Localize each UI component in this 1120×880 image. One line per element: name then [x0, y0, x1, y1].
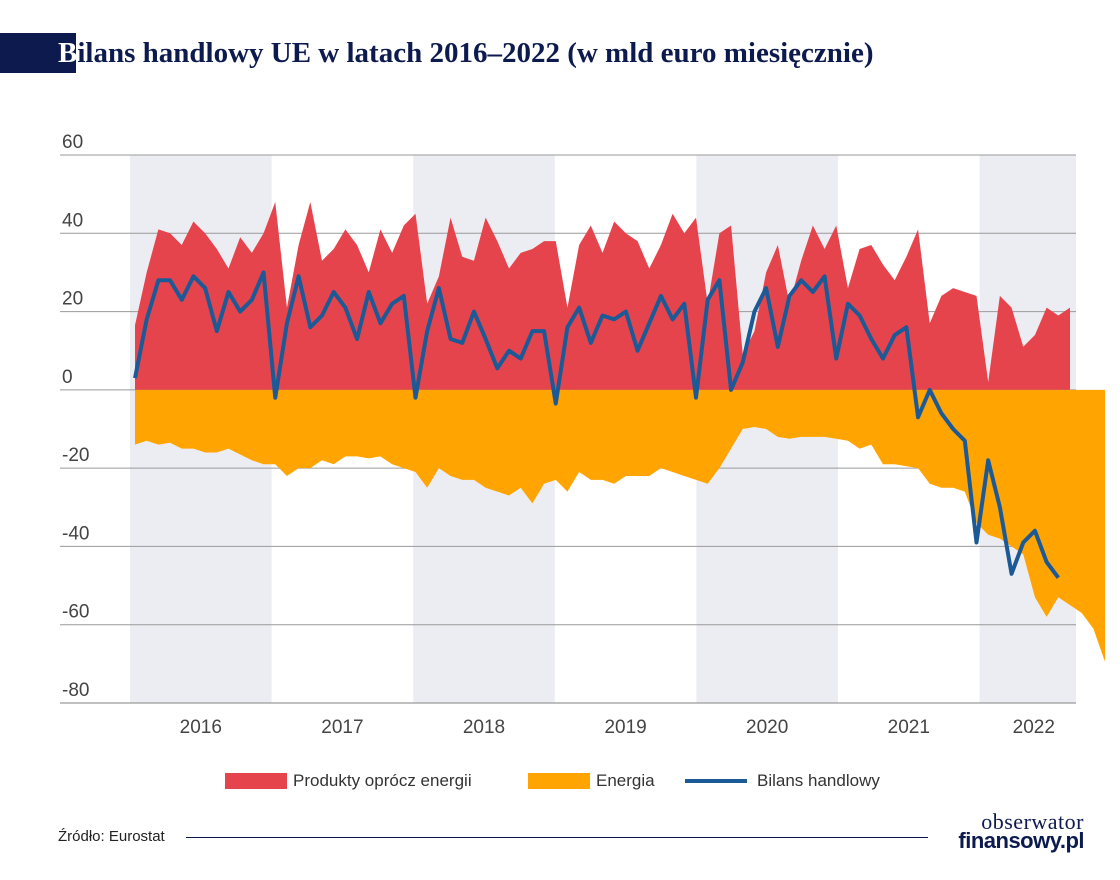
logo-line-1: obserwator [981, 809, 1084, 834]
legend-item-energy: Energia [528, 766, 655, 796]
title-accent-bar [0, 33, 76, 73]
x-tick-label-2017: 2017 [321, 717, 363, 738]
y-tick-label: -80 [62, 680, 89, 701]
legend-label-products: Produkty oprócz energii [293, 771, 472, 790]
x-tick-label-2021: 2021 [888, 717, 930, 738]
y-axis-ticks: 60 40 20 0 -20 -40 -60 -80 [62, 132, 89, 701]
y-tick-label: 0 [62, 367, 73, 388]
x-axis-ticks: 2016 2017 2018 2019 2020 2021 2022 [180, 717, 1055, 738]
publisher-logo: obserwator finansowy.pl [934, 809, 1084, 853]
legend-swatch-balance [685, 779, 747, 783]
y-tick-label: -40 [62, 523, 89, 544]
x-tick-label-2016: 2016 [180, 717, 222, 738]
y-tick-label: 20 [62, 289, 83, 310]
legend-label-energy: Energia [596, 771, 655, 790]
y-tick-label: -20 [62, 445, 89, 466]
x-tick-label-2022: 2022 [1013, 717, 1055, 738]
x-tick-label-2019: 2019 [604, 717, 646, 738]
logo-line-2: finansowy.pl [958, 828, 1084, 853]
legend-item-products: Produkty oprócz energii [225, 766, 472, 796]
chart-title-rest: ilans handlowy UE w latach 2016–2022 (w … [77, 37, 874, 69]
legend: Produkty oprócz energii Energia Bilans h… [0, 766, 1120, 796]
source-note: Źródło: Eurostat [58, 828, 165, 845]
y-tick-label: 40 [62, 210, 83, 231]
x-tick-label-2020: 2020 [746, 717, 788, 738]
legend-item-balance: Bilans handlowy [685, 766, 880, 796]
legend-label-balance: Bilans handlowy [757, 771, 880, 790]
x-tick-label-2018: 2018 [463, 717, 505, 738]
footer-divider [186, 837, 928, 838]
area-energy [135, 389, 1106, 662]
chart-title: Bilans handlowy UE w latach 2016–2022 (w… [58, 33, 874, 73]
legend-swatch-energy [528, 773, 590, 789]
line-trade-balance [133, 270, 1060, 579]
y-tick-label: -60 [62, 602, 89, 623]
y-tick-label: 60 [62, 132, 83, 153]
legend-swatch-products [225, 773, 287, 789]
chart-title-first-letter: B [58, 37, 78, 69]
area-products-except-energy [135, 201, 1070, 390]
